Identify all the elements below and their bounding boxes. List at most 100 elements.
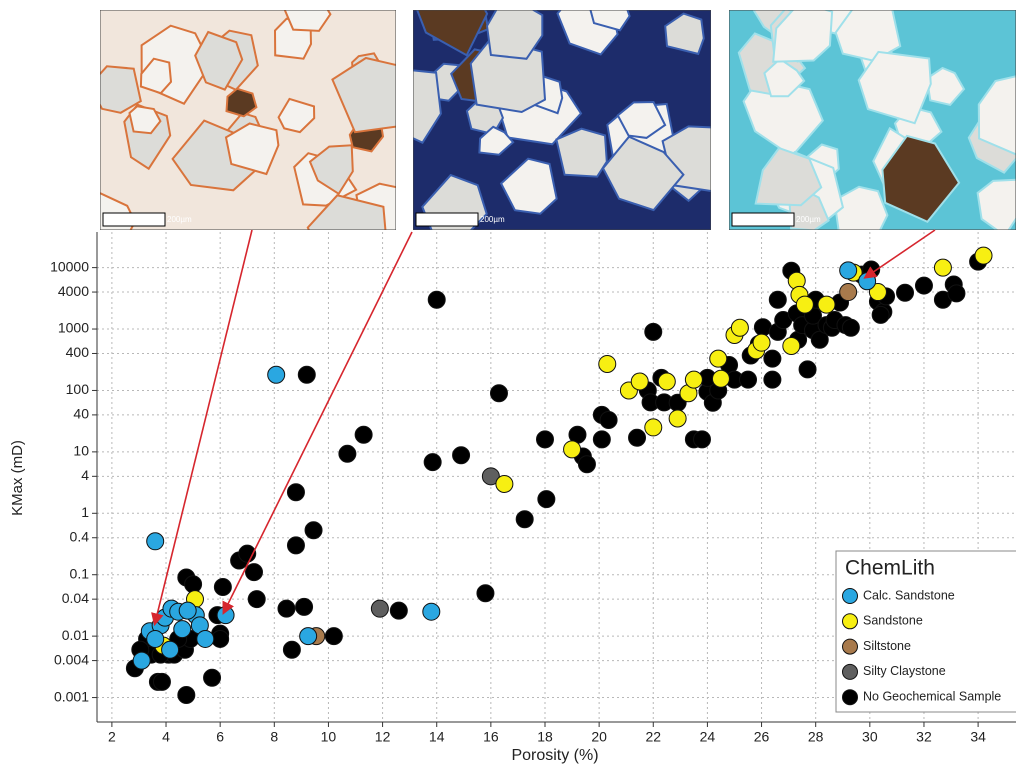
data-point bbox=[818, 296, 835, 313]
data-point bbox=[740, 371, 757, 388]
y-tick-label: 10 bbox=[73, 443, 89, 459]
legend-marker bbox=[843, 664, 858, 679]
y-tick-label: 0.001 bbox=[54, 688, 89, 704]
data-point bbox=[840, 262, 857, 279]
data-point bbox=[428, 291, 445, 308]
photo: 200µm bbox=[381, 0, 747, 233]
legend-label: Silty Claystone bbox=[863, 664, 946, 678]
scale-label: 200µm bbox=[796, 215, 821, 224]
data-point bbox=[948, 285, 965, 302]
data-point bbox=[287, 537, 304, 554]
data-point bbox=[731, 319, 748, 336]
data-point bbox=[300, 628, 317, 645]
data-point bbox=[178, 687, 195, 704]
data-point bbox=[915, 277, 932, 294]
data-point bbox=[197, 630, 214, 647]
x-tick-label: 30 bbox=[862, 729, 878, 745]
x-tick-label: 10 bbox=[321, 729, 337, 745]
data-point bbox=[204, 669, 221, 686]
data-point bbox=[179, 602, 196, 619]
data-point bbox=[693, 431, 710, 448]
data-point bbox=[754, 319, 771, 336]
x-tick-label: 24 bbox=[700, 729, 716, 745]
scale-label: 200µm bbox=[167, 215, 192, 224]
legend: ChemLithCalc. SandstoneSandstoneSiltston… bbox=[836, 551, 1016, 712]
x-axis-label: Porosity (%) bbox=[511, 747, 598, 764]
data-point bbox=[796, 296, 813, 313]
data-point bbox=[645, 323, 662, 340]
legend-label: Siltstone bbox=[863, 639, 911, 653]
data-point bbox=[764, 371, 781, 388]
legend-marker bbox=[843, 589, 858, 604]
data-point bbox=[538, 491, 555, 508]
y-tick-label: 10000 bbox=[50, 258, 89, 274]
data-point bbox=[599, 355, 616, 372]
pointer-arrow bbox=[866, 230, 935, 277]
x-tick-label: 32 bbox=[916, 729, 932, 745]
data-point bbox=[248, 591, 265, 608]
data-point bbox=[516, 511, 533, 528]
data-point bbox=[578, 456, 595, 473]
y-tick-label: 1 bbox=[81, 504, 89, 520]
data-point bbox=[685, 371, 702, 388]
data-point bbox=[185, 576, 202, 593]
legend-label: Sandstone bbox=[863, 614, 923, 628]
data-point bbox=[645, 419, 662, 436]
data-point bbox=[490, 385, 507, 402]
data-point bbox=[214, 579, 231, 596]
scale-bar bbox=[732, 213, 794, 226]
data-point bbox=[712, 370, 729, 387]
data-point bbox=[496, 475, 513, 492]
data-point bbox=[764, 350, 781, 367]
y-tick-label: 0.4 bbox=[70, 528, 90, 544]
data-point bbox=[669, 410, 686, 427]
legend-marker bbox=[843, 614, 858, 629]
x-tick-label: 26 bbox=[754, 729, 770, 745]
y-tick-label: 4000 bbox=[58, 283, 89, 299]
data-point bbox=[305, 522, 322, 539]
data-point bbox=[453, 447, 470, 464]
data-point bbox=[783, 337, 800, 354]
data-point bbox=[840, 284, 857, 301]
photos: 200µm 200µm 200µm bbox=[71, 0, 1016, 261]
data-point bbox=[278, 600, 295, 617]
data-point bbox=[390, 602, 407, 619]
data-point bbox=[897, 284, 914, 301]
data-point bbox=[153, 673, 170, 690]
data-point bbox=[298, 366, 315, 383]
x-tick-label: 4 bbox=[162, 729, 170, 745]
data-point bbox=[174, 621, 191, 638]
data-point bbox=[753, 334, 770, 351]
data-point bbox=[536, 431, 553, 448]
x-tick-label: 34 bbox=[970, 729, 986, 745]
data-point bbox=[631, 373, 648, 390]
data-point bbox=[162, 641, 179, 658]
legend-label: Calc. Sandstone bbox=[863, 588, 955, 602]
grain bbox=[556, 129, 606, 177]
data-point bbox=[934, 259, 951, 276]
data-point bbox=[133, 652, 150, 669]
scale-bar bbox=[416, 213, 478, 226]
data-point bbox=[287, 484, 304, 501]
x-tick-label: 14 bbox=[429, 729, 445, 745]
x-tick-label: 20 bbox=[591, 729, 607, 745]
data-point bbox=[600, 412, 617, 429]
scale-bar bbox=[103, 213, 165, 226]
data-point bbox=[872, 306, 889, 323]
data-point bbox=[564, 441, 581, 458]
data-point bbox=[629, 429, 646, 446]
pointer-arrow bbox=[224, 232, 412, 612]
x-tick-label: 28 bbox=[808, 729, 824, 745]
photo: 200µm bbox=[71, 0, 417, 261]
data-point bbox=[268, 366, 285, 383]
y-tick-label: 0.04 bbox=[62, 590, 89, 606]
y-tick-label: 400 bbox=[66, 344, 90, 360]
x-tick-label: 8 bbox=[270, 729, 278, 745]
grain bbox=[834, 187, 887, 251]
data-point bbox=[355, 426, 372, 443]
data-point bbox=[799, 361, 816, 378]
data-point bbox=[975, 247, 992, 264]
y-tick-label: 0.1 bbox=[70, 565, 90, 581]
x-tick-label: 6 bbox=[216, 729, 224, 745]
legend-label: No Geochemical Sample bbox=[863, 689, 1001, 703]
